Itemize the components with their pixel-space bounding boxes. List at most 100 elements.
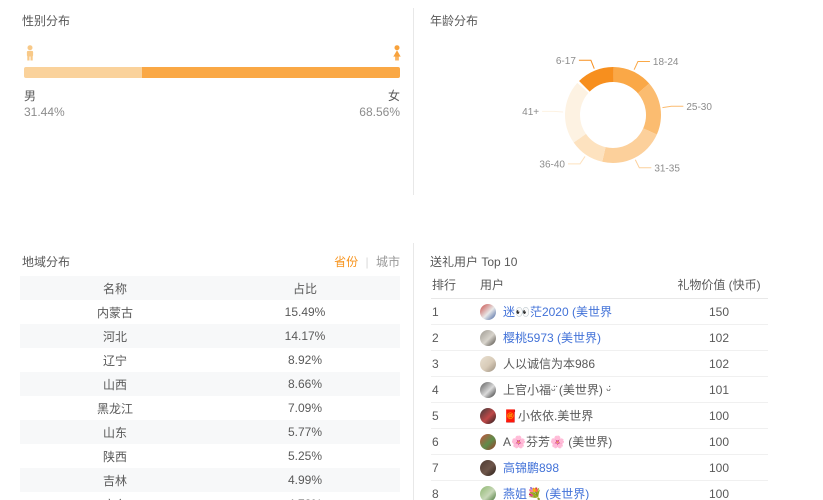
region-share-cell: 15.49% [284,305,326,319]
rank-cell: 8 [431,480,479,500]
donut-slice-41+[interactable] [565,82,589,143]
gift-table-row: 4 上官小福ᵕ̈ (美世界) ᵕ̈ 101 [431,376,768,403]
rank-cell: 4 [431,376,479,403]
donut-slice-31-35[interactable] [602,128,657,163]
region-share-cell: 8.92% [287,353,323,367]
age-donut-chart[interactable]: 6-17 18-24 25-30 31-35 36-40 41+ [414,0,823,195]
region-table-row: 陕西 5.25% [20,444,400,468]
donut-leader-line-18-24 [633,61,650,70]
rank-cell: 3 [431,350,479,377]
age-card-title: 年龄分布 [430,14,479,28]
gift-table-row: 8 燕姐💐 (美世界) 100 [431,480,768,500]
female-stat: 女 68.56% [359,88,400,120]
female-icon [393,45,401,61]
donut-leader-line-31-35 [634,159,652,169]
user-name-link[interactable]: 燕姐💐 (美世界) [503,487,590,500]
donut-slice-25-30[interactable] [637,83,661,135]
male-bar-segment[interactable] [24,67,143,78]
gift-table-row: 1 迷👀茫2020 (美世界 150 [431,298,768,325]
rank-cell: 6 [431,428,479,455]
gift-value-cell: 102 [670,350,768,377]
user-name: 人以诚信为本986 [503,357,596,371]
region-table-row: 内蒙古 15.49% [20,300,400,324]
region-name-cell: 广东 [20,492,210,500]
gift-table-row: 7 高锦鹏898 100 [431,454,768,481]
user-avatar[interactable] [480,459,496,476]
top-vertical-divider [413,8,414,195]
donut-slice-6-17[interactable] [579,67,614,92]
male-label: 男 [24,89,37,103]
region-table: 名称 占比 内蒙古 15.49% 河北 14.17% 辽宁 8.92% 山西 8.66% 黑龙江… [20,276,400,500]
region-share-cell: 14.17% [284,329,326,343]
user-avatar [480,381,496,398]
region-tabs: 省份 | 城市 [334,253,400,270]
region-name-cell: 辽宁 [102,353,127,368]
donut-label-36-40: 36-40 [539,159,565,170]
region-table-row: 辽宁 8.92% [20,348,400,372]
region-col-share: 占比 [210,276,400,300]
user-avatar[interactable] [480,485,496,500]
donut-slice-18-24[interactable] [613,67,650,94]
region-name-cell: 黑龙江 [96,401,133,416]
region-distribution-card: 地域分布 省份 | 城市 名称 占比 内蒙古 15.49% 河北 14.17% 辽宁 8.… [0,243,413,500]
gift-table-header: 排行 用户 礼物价值 (快币) [431,270,768,299]
female-label: 女 [387,89,400,103]
gift-col-user: 用户 [479,270,670,299]
user-avatar [480,407,496,424]
rank-cell: 2 [431,324,479,351]
gift-value-cell: 100 [670,480,768,500]
donut-leader-line-25-30 [662,105,684,109]
donut-label-31-35: 31-35 [654,163,680,174]
donut-leader-line-41+ [542,110,564,113]
female-bar-segment[interactable] [142,67,400,78]
region-name-cell: 山西 [102,377,127,392]
user-name-link[interactable]: 迷👀茫2020 (美世界 [503,305,612,319]
gender-card-title: 性别分布 [22,14,71,28]
gender-ratio-bar[interactable] [24,67,400,78]
region-share-cell: 4.72% [210,492,400,500]
region-table-row: 吉林 4.99% [20,468,400,492]
donut-label-41+: 41+ [522,107,539,118]
rank-cell: 1 [431,298,479,325]
tab-separator: | [365,255,369,269]
user-name-link[interactable]: 樱桃5973 (美世界) [503,331,602,345]
region-card-title: 地域分布 [22,255,71,269]
bottom-vertical-divider [413,243,414,500]
user-avatar [480,355,496,372]
gift-value-cell: 150 [670,298,768,325]
region-name-cell: 吉林 [102,473,127,488]
gift-table-row: 3 人以诚信为本986 102 [431,350,768,377]
male-percentage: 31.44% [24,105,65,119]
gift-table-row: 2 樱桃5973 (美世界) 102 [431,324,768,351]
user-avatar [480,433,496,450]
tab-province[interactable]: 省份 [334,255,359,269]
age-distribution-card: 6-17 18-24 25-30 31-35 36-40 41+ 年龄分布 [414,0,823,195]
gift-col-rank: 排行 [431,270,479,299]
donut-label-18-24: 18-24 [653,57,679,68]
user-name-link[interactable]: 高锦鹏898 [503,461,560,475]
tab-city[interactable]: 城市 [375,255,400,269]
user-name: 上官小福ᵕ̈ (美世界) ᵕ̈ [503,383,611,397]
male-icon [26,45,34,61]
user-avatar[interactable] [480,329,496,346]
region-share-cell: 4.99% [287,473,323,487]
region-share-cell: 8.66% [287,377,323,391]
region-share-cell: 5.77% [287,425,323,439]
region-col-name: 名称 [20,276,210,300]
rank-cell: 7 [431,454,479,481]
region-name-cell: 山东 [102,425,127,440]
user-avatar[interactable] [480,303,496,320]
gift-table-row: 5 🧧小依依.美世界 100 [431,402,768,429]
region-name-cell: 内蒙古 [96,305,133,320]
region-table-row: 山东 5.77% [20,420,400,444]
donut-leader-line-36-40 [568,156,586,165]
user-name: A🌸芬芳🌸 (美世界) [503,435,613,449]
region-name-cell: 河北 [102,329,127,344]
donut-slice-36-40[interactable] [573,133,606,162]
gift-value-cell: 101 [670,376,768,403]
gift-users-card: 送礼用户 Top 10 排行 用户 礼物价值 (快币) 1 迷👀茫2020 (美世… [414,243,823,500]
gift-value-cell: 100 [670,428,768,455]
gift-col-value: 礼物价值 (快币) [670,270,768,299]
gift-value-cell: 102 [670,324,768,351]
